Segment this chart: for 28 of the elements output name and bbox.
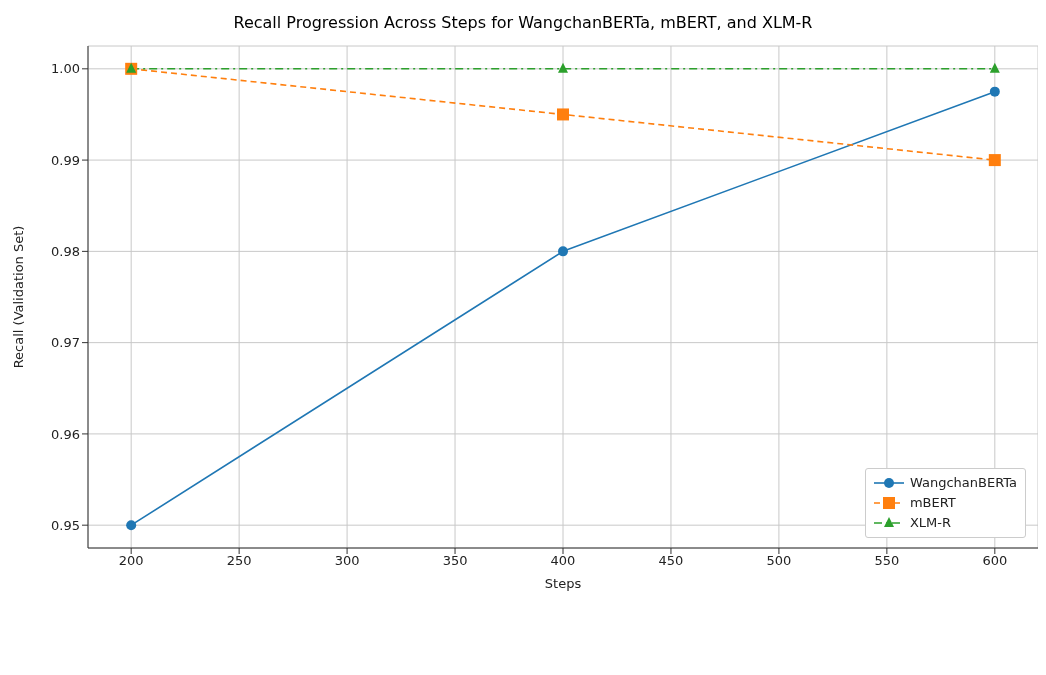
x-axis-title: Steps (544, 576, 582, 591)
y-tick-label: 0.96 (51, 426, 80, 442)
y-tick-label: 0.95 (51, 517, 80, 533)
legend-label: mBERT (909, 494, 956, 512)
point (989, 86, 1000, 97)
chart-title: Recall Progression Across Steps for WangchanBERTa, mBERT, and XLM-R (232, 12, 814, 34)
point (989, 62, 1000, 73)
point (557, 108, 569, 121)
y-tick-label: 0.98 (51, 243, 80, 259)
x-tick-label: 350 (442, 553, 468, 569)
x-tick-label: 500 (766, 553, 792, 569)
x-tick-label: 400 (550, 553, 576, 569)
y-tick-label: 0.97 (51, 335, 80, 351)
legend-label: XLM-R (909, 514, 952, 532)
x-tick-label: 600 (982, 553, 1008, 569)
x-tick-label: 200 (118, 553, 144, 569)
y-axis-title: Recall (Validation Set) (10, 225, 26, 369)
x-tick-label: 550 (874, 553, 900, 569)
point (558, 62, 568, 73)
legend-label: WangchanBERTa (909, 474, 1017, 492)
point (126, 520, 137, 531)
point (988, 154, 1001, 167)
x-tick-label: 300 (334, 553, 360, 569)
x-tick-label: 250 (226, 553, 252, 569)
x-tick-label: 450 (658, 553, 684, 569)
y-tick-label: 1.00 (51, 61, 80, 77)
y-tick-label: 0.99 (51, 152, 80, 168)
point (558, 246, 568, 257)
